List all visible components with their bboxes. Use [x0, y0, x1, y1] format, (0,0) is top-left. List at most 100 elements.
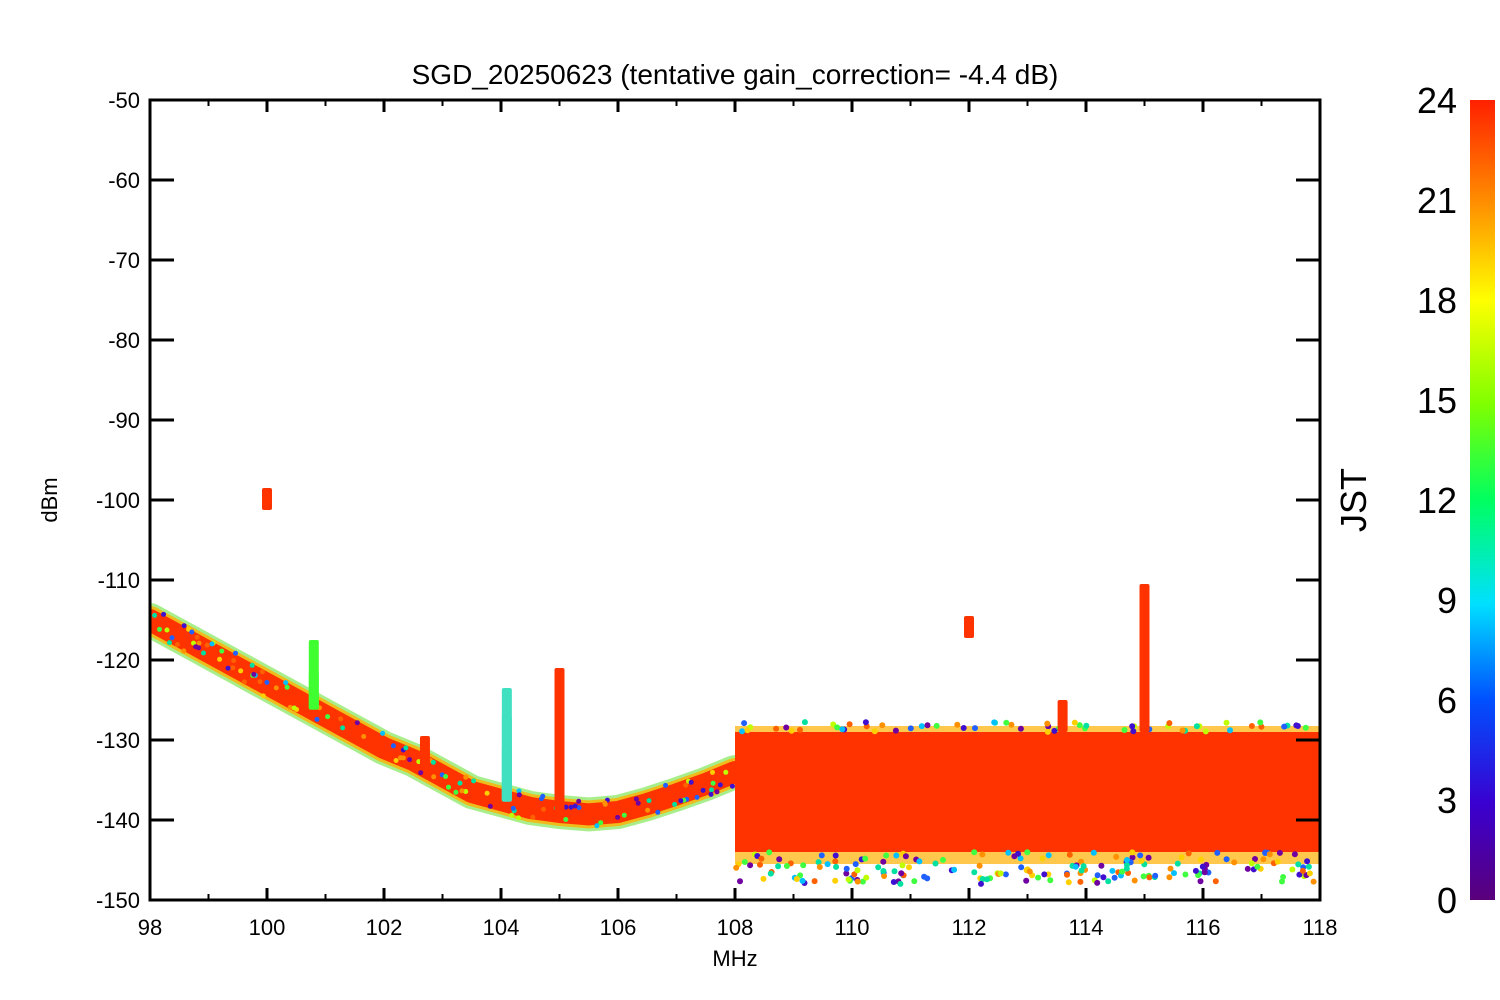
- scatter-point: [1083, 722, 1090, 729]
- y-tick-label: -60: [108, 168, 140, 193]
- scatter-point: [1227, 727, 1233, 734]
- floor-scatter-point: [284, 684, 290, 690]
- scatter-point: [1077, 878, 1084, 885]
- scatter-point: [1146, 874, 1153, 881]
- scatter-point: [1248, 860, 1255, 867]
- scatter-point: [940, 856, 946, 863]
- scatter-point: [1130, 728, 1137, 735]
- scatter-point: [776, 856, 783, 863]
- scatter-point: [1017, 855, 1024, 862]
- scatter-point: [1045, 871, 1052, 878]
- scatter-point: [1197, 856, 1204, 863]
- scatter-point: [1252, 856, 1258, 862]
- scatter-point: [783, 863, 790, 869]
- colorbar-label: JST: [1333, 468, 1374, 532]
- scatter-point: [758, 855, 765, 862]
- x-axis-label: MHz: [712, 946, 757, 971]
- colorbar-tick-label: 21: [1417, 180, 1457, 221]
- scatter-point: [1201, 869, 1208, 876]
- floor-scatter-point: [264, 679, 270, 685]
- floor-scatter-point: [194, 634, 200, 640]
- scatter-point: [1026, 868, 1033, 875]
- scatter-point: [932, 860, 939, 867]
- scatter-point: [1193, 723, 1200, 730]
- scatter-point: [1171, 870, 1177, 877]
- scatter-point: [898, 870, 905, 877]
- scatter-point: [879, 722, 886, 729]
- floor-scatter-point: [572, 803, 578, 809]
- floor-scatter-point: [209, 641, 215, 647]
- scatter-point: [741, 859, 748, 865]
- scatter-point: [880, 858, 887, 865]
- floor-scatter-point: [338, 716, 344, 722]
- floor-scatter-point: [325, 714, 331, 720]
- floor-scatter-point: [594, 823, 600, 829]
- peak-marker: [554, 668, 565, 812]
- scatter-point: [799, 877, 806, 884]
- scatter-point: [816, 864, 823, 870]
- scatter-point: [1138, 857, 1145, 864]
- floor-scatter-point: [259, 669, 265, 675]
- floor-scatter-point: [196, 640, 202, 646]
- scatter-point: [854, 878, 861, 885]
- floor-scatter-point: [463, 774, 469, 780]
- scatter-point: [1065, 879, 1072, 886]
- scatter-point: [1179, 727, 1186, 734]
- y-tick-label: -130: [96, 728, 140, 753]
- scatter-point: [906, 864, 912, 871]
- x-tick-label: 104: [483, 915, 520, 940]
- peak-marker: [501, 748, 512, 802]
- scatter-point: [1276, 849, 1283, 856]
- scatter-point: [757, 861, 763, 868]
- floor-scatter-point: [230, 665, 236, 671]
- scatter-point: [1035, 874, 1042, 881]
- scatter-point: [1262, 850, 1269, 856]
- y-axis-label: dBm: [37, 477, 62, 522]
- scatter-point: [744, 727, 751, 734]
- scatter-point: [1131, 877, 1138, 884]
- scatter-point: [741, 720, 748, 727]
- scatter-point: [800, 862, 807, 869]
- y-axis: -50 -60 -70 -80 -90 -100 -110 -120 -130 -140 -150: [96, 88, 1320, 913]
- y-tick-label: -50: [108, 88, 140, 113]
- floor-scatter-point: [663, 782, 668, 788]
- scatter-point: [899, 862, 906, 869]
- x-tick-label: 110: [834, 915, 869, 940]
- x-axis: 98 100 102 104 106 108 110 112 114 116 118: [138, 100, 1338, 940]
- scatter-point: [832, 858, 839, 865]
- scatter-point: [972, 725, 978, 732]
- scatter-point: [924, 722, 931, 729]
- scatter-point: [1002, 871, 1009, 878]
- floor-scatter-point: [204, 642, 210, 648]
- scatter-point: [1024, 849, 1031, 856]
- scatter-point: [1023, 877, 1030, 884]
- floor-scatter-point: [273, 685, 279, 691]
- scatter-point: [775, 863, 782, 870]
- scatter-point: [1281, 723, 1288, 730]
- floor-scatter-point: [576, 798, 582, 804]
- scatter-point: [1166, 874, 1173, 881]
- floor-scatter-point: [709, 787, 714, 793]
- floor-scatter-point: [260, 693, 266, 699]
- scatter-point: [852, 861, 859, 868]
- y-tick-label: -80: [108, 328, 140, 353]
- scatter-point: [1152, 872, 1159, 879]
- floor-scatter-point: [217, 656, 223, 662]
- scatter-point: [1094, 872, 1101, 879]
- scatter-point: [1306, 870, 1313, 877]
- floor-scatter-point: [708, 791, 714, 797]
- scatter-point: [1223, 719, 1230, 726]
- floor-scatter-point: [287, 704, 293, 710]
- x-tick-label: 98: [138, 915, 162, 940]
- scatter-point: [854, 867, 861, 874]
- floor-scatter-point: [164, 627, 170, 633]
- scatter-point: [875, 864, 882, 871]
- scatter-point: [976, 862, 983, 869]
- scatter-point: [737, 878, 743, 885]
- floor-scatter-point: [509, 812, 515, 818]
- scatter-point: [1293, 722, 1300, 729]
- scatter-point: [811, 878, 818, 885]
- scatter-point: [1008, 721, 1015, 728]
- scatter-point: [1044, 728, 1051, 735]
- scatter-point: [1182, 871, 1189, 878]
